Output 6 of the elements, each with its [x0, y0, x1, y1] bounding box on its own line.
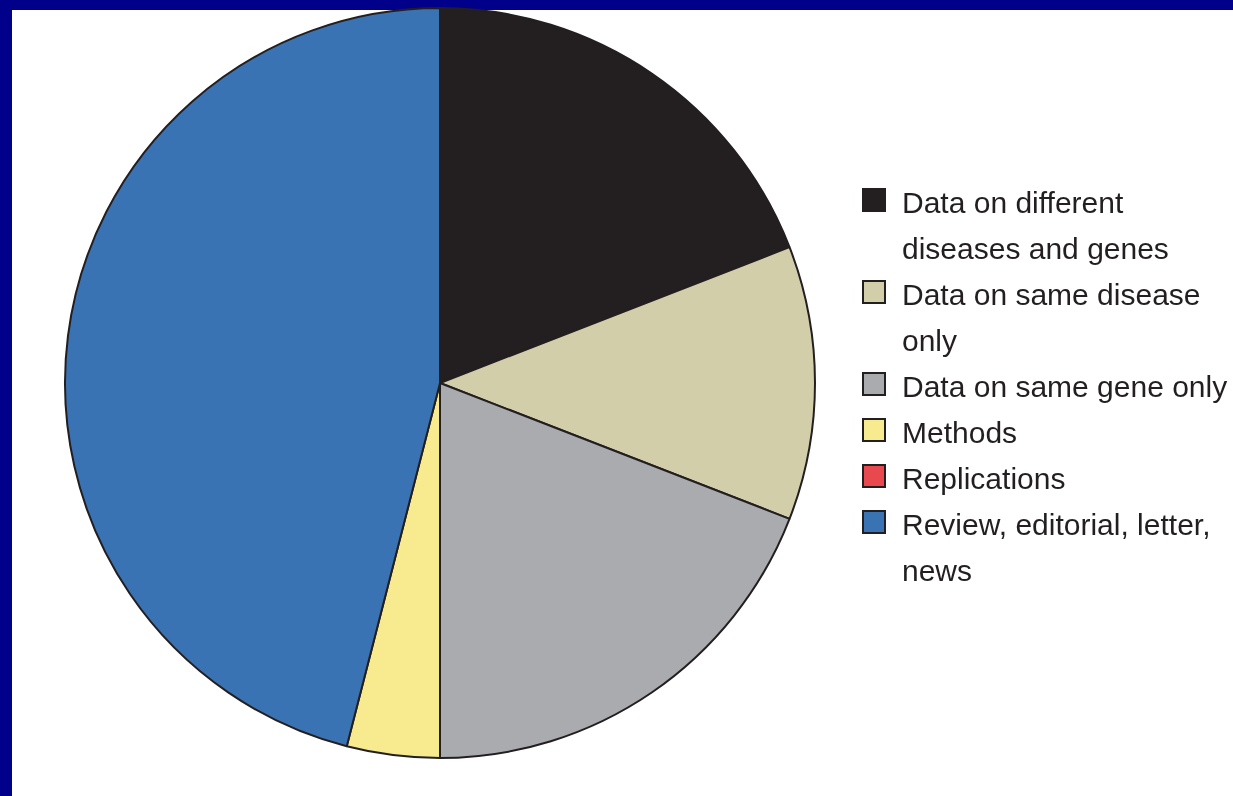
legend-label: Review, editorial, letter, news	[902, 507, 1212, 589]
legend-label: Methods	[902, 415, 1018, 451]
legend-label: Data on same disease only	[902, 277, 1202, 359]
legend-label: Data on same gene only	[902, 369, 1228, 405]
legend-label: Data on different diseases and genes	[902, 185, 1170, 267]
legend-label: Replications	[902, 461, 1066, 497]
